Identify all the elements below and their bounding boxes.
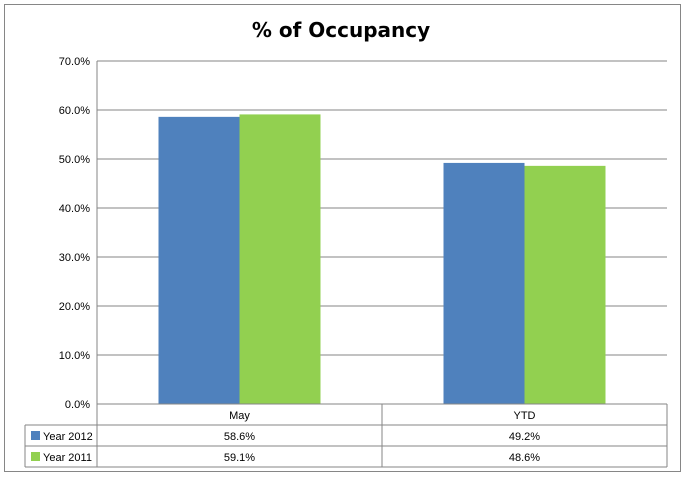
chart-frame: % of Occupancy 0.0% 10.0% 20.0% 30.0% 40.0% 5…: [4, 4, 681, 472]
legend-swatch: [31, 431, 40, 440]
data-table-value: 59.1%: [224, 452, 255, 464]
chart-svg: % of Occupancy 0.0% 10.0% 20.0% 30.0% 40.0% 5…: [24, 18, 668, 468]
data-table-value: 49.2%: [509, 431, 540, 443]
y-tick-label: 50.0%: [59, 154, 90, 166]
chart-title: % of Occupancy: [252, 18, 430, 42]
legend-label: Year 2012: [43, 431, 93, 443]
y-tick-label: 60.0%: [59, 105, 90, 117]
data-table-value: 48.6%: [509, 452, 540, 464]
bar-year-2012-may: [158, 116, 240, 405]
x-category-label: YTD: [514, 410, 536, 422]
bars: [158, 114, 606, 405]
axes: 0.0% 10.0% 20.0% 30.0% 40.0% 50.0% 60.0% 70.0%: [59, 56, 98, 411]
y-tick-label: 70.0%: [59, 56, 90, 68]
data-table-value: 58.6%: [224, 431, 255, 443]
bar-year-2011-may: [239, 114, 321, 404]
y-tick-label: 30.0%: [59, 252, 90, 264]
bar-year-2012-ytd: [443, 162, 525, 404]
y-tick-label: 0.0%: [65, 399, 90, 411]
x-category-label: May: [229, 410, 250, 422]
legend-swatch: [31, 452, 40, 461]
y-tick-label: 20.0%: [59, 301, 90, 313]
bar-year-2011-ytd: [524, 165, 606, 404]
y-tick-label: 40.0%: [59, 203, 90, 215]
legend-label: Year 2011: [43, 452, 92, 464]
y-tick-label: 10.0%: [59, 350, 90, 362]
data-table: May YTD Year 2012 58.6% 49.2% Year 2011 59.1% 4…: [24, 403, 668, 468]
